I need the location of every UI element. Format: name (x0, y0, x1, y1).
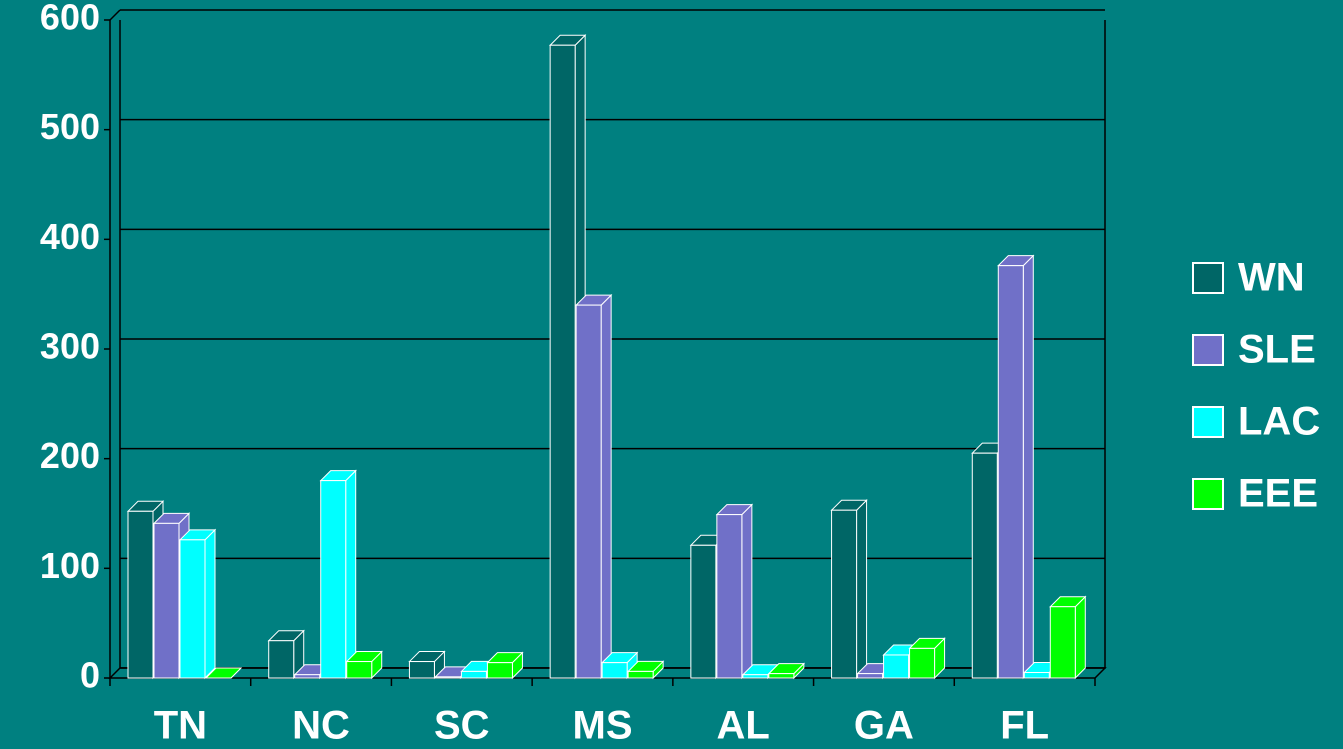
y-tick-label: 500 (40, 106, 100, 147)
legend-label: WN (1238, 256, 1305, 300)
plot-frame (119, 20, 1106, 669)
bar-front (320, 480, 347, 679)
bar-front (1049, 606, 1076, 679)
bar-front (346, 661, 373, 679)
bar-front (294, 674, 321, 679)
bar (319, 469, 357, 680)
bar-front (486, 662, 513, 679)
legend-swatch (1192, 334, 1224, 366)
y-axis-depth (109, 9, 121, 21)
y-tick-label: 0 (80, 655, 100, 696)
bar (715, 503, 754, 680)
bar-front (179, 539, 206, 679)
bar (486, 651, 524, 680)
bar (345, 650, 383, 680)
bar-front (601, 662, 628, 679)
bar-front (971, 452, 998, 679)
legend-swatch (1192, 262, 1224, 294)
y-tick-label: 200 (40, 435, 100, 476)
x-tick-label: AL (717, 704, 770, 748)
bar (548, 34, 587, 680)
bar (997, 254, 1035, 680)
bar-front (549, 44, 576, 679)
bar-front (408, 661, 435, 679)
bar-front (997, 265, 1024, 679)
y-tick-label: 300 (40, 326, 100, 367)
x-tick-label: TN (154, 704, 207, 748)
bar-front (690, 544, 717, 679)
legend-label: EEE (1238, 472, 1318, 516)
bar-front (857, 673, 884, 679)
bar-side (1074, 595, 1086, 680)
bar-side (345, 469, 357, 680)
bar-front (831, 509, 858, 679)
bar-side (600, 293, 612, 680)
y-tick-label: 400 (40, 216, 100, 257)
y-tick-label: 100 (40, 545, 100, 586)
bar (267, 629, 305, 680)
bar-side (856, 499, 868, 680)
bar-front (575, 304, 602, 679)
bar-side (204, 528, 216, 680)
legend-swatch (1192, 478, 1224, 510)
x-tick-label: NC (292, 704, 350, 748)
legend-label: LAC (1238, 400, 1320, 444)
bar-front (460, 670, 487, 679)
bar (908, 637, 946, 680)
bar (178, 528, 217, 680)
bar (830, 499, 868, 680)
x-tick-label: GA (854, 704, 914, 748)
bar-front (768, 673, 795, 679)
bar-front (268, 640, 295, 679)
bar-front (1023, 672, 1050, 679)
x-tick-label: FL (1000, 704, 1049, 748)
bar-front (909, 647, 936, 679)
y-tick-label: 600 (40, 0, 100, 38)
bar-side (741, 503, 753, 680)
bar-front (742, 674, 769, 679)
bar (408, 650, 446, 680)
legend-label: SLE (1238, 328, 1316, 372)
bar-top (204, 667, 243, 679)
bar-front (883, 654, 910, 679)
x-tick-label: MS (573, 704, 633, 748)
bar-front (627, 670, 654, 679)
x-tick-label: SC (434, 704, 490, 748)
bar (1049, 595, 1087, 680)
bar-front (153, 522, 180, 679)
bar-front (127, 510, 154, 679)
bar (574, 293, 613, 680)
bar (626, 660, 665, 680)
bar (204, 667, 243, 679)
bar-front (434, 676, 461, 679)
bar-side (1022, 254, 1034, 680)
bar (767, 662, 806, 680)
bar-front (716, 514, 743, 679)
legend-swatch (1192, 406, 1224, 438)
